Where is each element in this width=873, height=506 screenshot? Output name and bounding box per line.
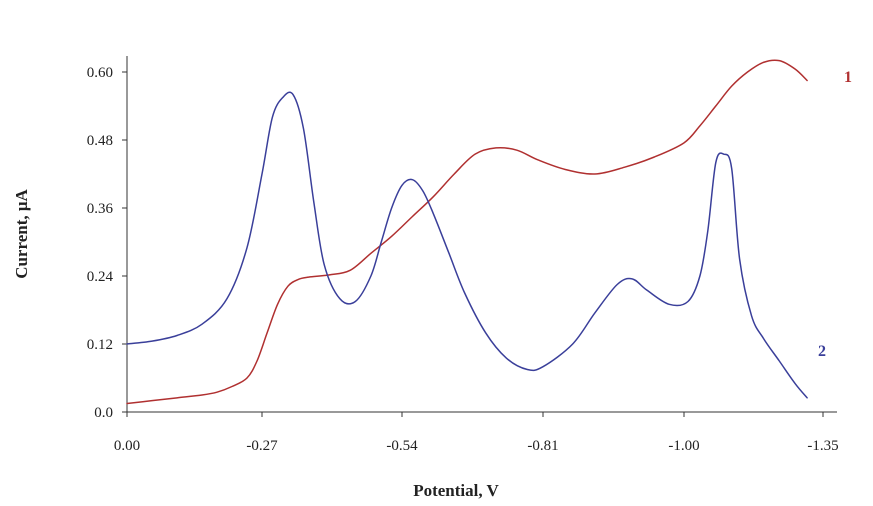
series-1-line (126, 59, 808, 405)
series-labels: 12 (818, 69, 852, 360)
x-tick-label: -0.27 (246, 438, 278, 454)
y-tick-label: 0.12 (87, 337, 113, 353)
y-tick-label: 0.0 (94, 405, 113, 421)
x-tick-label: -0.81 (527, 438, 558, 454)
x-tick-label: -1.35 (807, 438, 838, 454)
y-tick-label: 0.24 (87, 269, 114, 285)
y-tick-label: 0.48 (87, 133, 113, 149)
x-tick-label: -0.54 (386, 438, 418, 454)
x-tick-label: -1.00 (668, 438, 699, 454)
series-curves (126, 59, 808, 405)
y-tick-label: 0.60 (87, 65, 113, 81)
x-axis-ticks: 0.00 -0.27 -0.54 -0.81 -1.00 -1.35 (114, 412, 839, 454)
series-1-label: 1 (844, 69, 852, 86)
series-2-line (126, 91, 808, 399)
x-tick-label: 0.00 (114, 438, 140, 454)
y-tick-label: 0.36 (87, 201, 114, 217)
x-axis-title: Potential, V (413, 481, 499, 500)
series-2-label: 2 (818, 343, 826, 360)
y-axis-ticks: 0.0 0.12 0.24 0.36 0.48 0.60 (87, 65, 127, 421)
y-axis-title: Current, μA (12, 188, 31, 278)
